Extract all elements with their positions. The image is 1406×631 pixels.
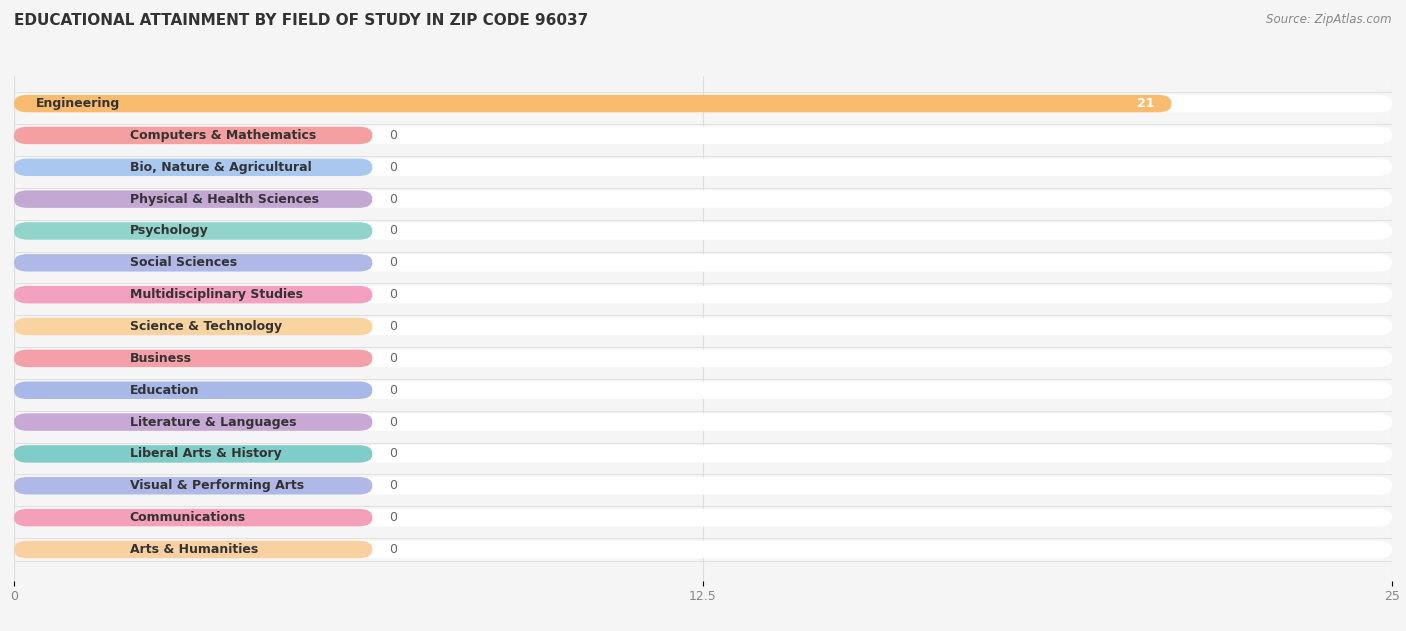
FancyBboxPatch shape (14, 382, 1392, 399)
Text: 0: 0 (389, 225, 396, 237)
FancyBboxPatch shape (14, 541, 1392, 558)
FancyBboxPatch shape (14, 286, 1392, 304)
FancyBboxPatch shape (14, 350, 1392, 367)
Text: Education: Education (129, 384, 200, 397)
Text: 21: 21 (1137, 97, 1154, 110)
Text: 0: 0 (389, 129, 396, 142)
FancyBboxPatch shape (14, 541, 373, 558)
FancyBboxPatch shape (14, 158, 373, 176)
Text: Literature & Languages: Literature & Languages (129, 416, 297, 428)
FancyBboxPatch shape (14, 222, 373, 240)
FancyBboxPatch shape (14, 254, 373, 271)
Text: 0: 0 (389, 256, 396, 269)
FancyBboxPatch shape (14, 477, 373, 495)
FancyBboxPatch shape (14, 509, 373, 526)
Text: 0: 0 (389, 161, 396, 174)
Text: Science & Technology: Science & Technology (129, 320, 283, 333)
FancyBboxPatch shape (14, 477, 1392, 495)
FancyBboxPatch shape (14, 222, 1392, 240)
FancyBboxPatch shape (14, 413, 373, 431)
Text: Social Sciences: Social Sciences (129, 256, 238, 269)
FancyBboxPatch shape (14, 286, 373, 304)
FancyBboxPatch shape (14, 413, 1392, 431)
FancyBboxPatch shape (14, 191, 1392, 208)
Text: 0: 0 (389, 384, 396, 397)
FancyBboxPatch shape (14, 127, 373, 144)
FancyBboxPatch shape (14, 350, 373, 367)
Text: Engineering: Engineering (37, 97, 121, 110)
Text: 0: 0 (389, 192, 396, 206)
FancyBboxPatch shape (14, 509, 1392, 526)
FancyBboxPatch shape (14, 191, 373, 208)
Text: Source: ZipAtlas.com: Source: ZipAtlas.com (1267, 13, 1392, 26)
Text: Bio, Nature & Agricultural: Bio, Nature & Agricultural (129, 161, 312, 174)
FancyBboxPatch shape (14, 445, 1392, 463)
FancyBboxPatch shape (14, 95, 1392, 112)
Text: 0: 0 (389, 447, 396, 461)
Text: 0: 0 (389, 320, 396, 333)
FancyBboxPatch shape (14, 95, 1171, 112)
FancyBboxPatch shape (14, 254, 1392, 271)
Text: 0: 0 (389, 480, 396, 492)
FancyBboxPatch shape (14, 158, 1392, 176)
Text: 0: 0 (389, 352, 396, 365)
Text: Liberal Arts & History: Liberal Arts & History (129, 447, 281, 461)
Text: 0: 0 (389, 543, 396, 556)
FancyBboxPatch shape (14, 445, 373, 463)
Text: Multidisciplinary Studies: Multidisciplinary Studies (129, 288, 302, 301)
Text: Visual & Performing Arts: Visual & Performing Arts (129, 480, 304, 492)
FancyBboxPatch shape (14, 318, 373, 335)
Text: 0: 0 (389, 511, 396, 524)
Text: Arts & Humanities: Arts & Humanities (129, 543, 259, 556)
FancyBboxPatch shape (14, 318, 1392, 335)
FancyBboxPatch shape (14, 382, 373, 399)
Text: Business: Business (129, 352, 191, 365)
Text: EDUCATIONAL ATTAINMENT BY FIELD OF STUDY IN ZIP CODE 96037: EDUCATIONAL ATTAINMENT BY FIELD OF STUDY… (14, 13, 588, 28)
Text: Psychology: Psychology (129, 225, 208, 237)
Text: 0: 0 (389, 288, 396, 301)
Text: Physical & Health Sciences: Physical & Health Sciences (129, 192, 319, 206)
Text: 0: 0 (389, 416, 396, 428)
Text: Computers & Mathematics: Computers & Mathematics (129, 129, 316, 142)
Text: Communications: Communications (129, 511, 246, 524)
FancyBboxPatch shape (14, 127, 1392, 144)
